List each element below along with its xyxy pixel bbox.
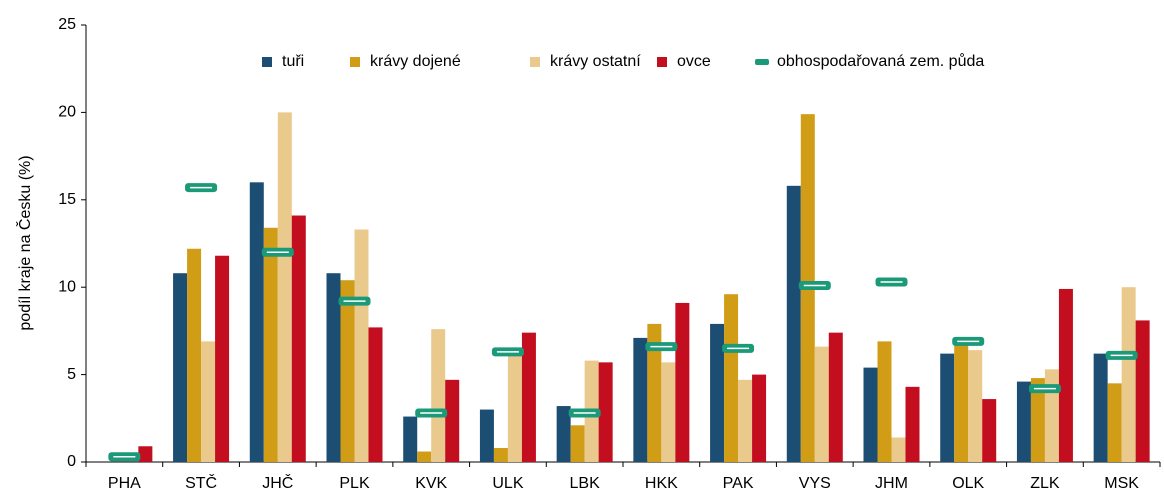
legend-swatch bbox=[530, 57, 540, 67]
x-tick-label: PLK bbox=[339, 475, 370, 492]
x-tick-label: PHA bbox=[108, 475, 141, 492]
legend-label: ovce bbox=[677, 53, 711, 70]
bar bbox=[661, 362, 676, 462]
bar bbox=[187, 248, 202, 462]
bar bbox=[445, 379, 460, 462]
bar bbox=[647, 323, 662, 462]
bar bbox=[905, 386, 920, 462]
bar bbox=[786, 185, 801, 463]
y-tick-label: 20 bbox=[58, 104, 76, 121]
bar bbox=[738, 379, 753, 462]
x-tick-label: ZLK bbox=[1030, 475, 1060, 492]
legend-label: obhospodařovaná zem. půda bbox=[777, 52, 984, 70]
bar bbox=[940, 353, 955, 462]
bar bbox=[201, 341, 216, 462]
x-tick-label: JHM bbox=[875, 475, 908, 492]
bar bbox=[354, 229, 369, 462]
bar bbox=[417, 451, 432, 462]
bar bbox=[479, 409, 494, 462]
x-tick-label: LBK bbox=[570, 475, 601, 492]
bar bbox=[954, 343, 969, 462]
bar bbox=[1030, 378, 1045, 462]
bar bbox=[710, 323, 725, 462]
y-tick-label: 0 bbox=[67, 453, 76, 470]
bar bbox=[138, 446, 153, 462]
bar bbox=[1135, 320, 1150, 462]
legend-swatch bbox=[262, 57, 272, 67]
bar bbox=[598, 362, 613, 462]
x-tick-label: STČ bbox=[185, 473, 217, 492]
bar bbox=[724, 294, 739, 462]
bar bbox=[828, 332, 843, 462]
bar bbox=[863, 367, 878, 462]
legend-swatch bbox=[755, 59, 769, 65]
y-axis-label: podíl kraje na Česku (%) bbox=[15, 155, 34, 330]
bar bbox=[263, 227, 278, 462]
bar bbox=[752, 374, 767, 462]
bar bbox=[982, 399, 997, 462]
bar bbox=[968, 350, 983, 462]
legend-label: krávy dojené bbox=[370, 53, 461, 70]
bar bbox=[1058, 288, 1073, 462]
bar bbox=[814, 346, 829, 462]
bar bbox=[1107, 383, 1122, 462]
x-tick-label: PAK bbox=[723, 475, 754, 492]
x-tick-label: VYS bbox=[799, 475, 831, 492]
bar bbox=[633, 337, 648, 462]
bar bbox=[215, 255, 230, 462]
legend-swatch bbox=[350, 57, 360, 67]
bar bbox=[368, 327, 383, 462]
x-tick-label: MSK bbox=[1104, 475, 1139, 492]
y-tick-label: 25 bbox=[58, 16, 76, 33]
bar bbox=[1016, 381, 1031, 462]
bar bbox=[675, 302, 690, 462]
x-tick-label: OLK bbox=[952, 475, 984, 492]
legend-swatch bbox=[657, 57, 667, 67]
bar bbox=[277, 112, 292, 463]
bar bbox=[291, 215, 306, 462]
bar bbox=[173, 273, 188, 462]
bar bbox=[556, 406, 571, 462]
x-tick-label: HKK bbox=[645, 475, 678, 492]
bar bbox=[570, 425, 585, 462]
y-tick-label: 10 bbox=[58, 278, 76, 295]
y-tick-label: 5 bbox=[67, 366, 76, 383]
bar bbox=[877, 341, 892, 462]
legend-label: tuři bbox=[282, 53, 304, 70]
bar bbox=[493, 448, 508, 462]
bar bbox=[521, 332, 536, 462]
bar bbox=[1121, 287, 1136, 462]
bar bbox=[431, 329, 446, 462]
bar bbox=[340, 280, 355, 462]
x-tick-label: ULK bbox=[492, 475, 523, 492]
y-tick-label: 15 bbox=[58, 191, 76, 208]
bar bbox=[326, 273, 341, 462]
legend-label: krávy ostatní bbox=[550, 53, 641, 70]
bar bbox=[403, 416, 418, 462]
bar bbox=[1093, 353, 1108, 462]
x-tick-label: JHČ bbox=[262, 473, 293, 492]
x-tick-label: KVK bbox=[415, 475, 447, 492]
bar bbox=[507, 351, 522, 462]
bar bbox=[1044, 369, 1059, 462]
bar bbox=[249, 182, 264, 462]
bar bbox=[891, 437, 906, 462]
